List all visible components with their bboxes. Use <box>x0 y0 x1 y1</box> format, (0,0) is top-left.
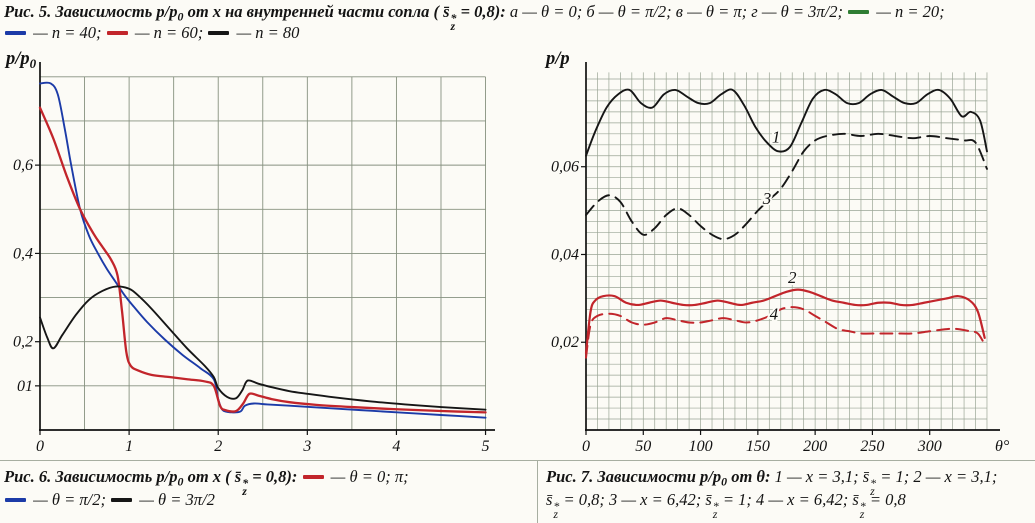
curve-curve-2 <box>584 288 986 355</box>
curve-curve-1 <box>585 88 988 157</box>
caption-text: = 0,8; 3 — x = 6,42; <box>559 490 706 509</box>
legend-swatch <box>5 30 26 35</box>
caption-text: — n = 40; <box>29 23 106 42</box>
x-tick-label: 4 <box>392 438 400 455</box>
x-tick-label: 5 <box>482 438 490 455</box>
x-tick-label: 2 <box>214 438 222 455</box>
fig6-caption-line2: — θ = π/2; — θ = 3π/2 <box>4 489 409 512</box>
y-tick-label: 0,2 <box>13 334 33 351</box>
fig5-caption: Рис. 5. Зависимость p/p0 от x на внутрен… <box>4 1 945 43</box>
curve-label-2: 2 <box>788 268 797 287</box>
curve-theta-0-pi <box>38 106 487 414</box>
y-tick-label: 0,04 <box>551 246 579 263</box>
y-axis-title: p/p0 <box>4 49 37 71</box>
sz-star-symbol: s̄ * z <box>705 490 719 522</box>
caption-text: 0 <box>177 9 184 24</box>
caption-text: = 0,8): <box>456 2 510 21</box>
caption-text: — θ = π/2; <box>29 490 111 509</box>
sz-star-symbol: s̄ * z <box>862 467 877 499</box>
x-tick-label: 250 <box>860 438 884 455</box>
legend-swatch <box>106 30 128 35</box>
caption-text: от x ( <box>183 467 235 486</box>
y-tick-label: 0,4 <box>13 245 33 262</box>
curve-curve-4 <box>585 306 986 359</box>
fig7-caption-line2: s̄ * z = 0,8; 3 — x = 6,42; s̄ * z = 1; 4 — … <box>546 489 997 522</box>
curve-curve-3 <box>585 132 988 241</box>
caption-text: = 0,8 <box>865 490 906 509</box>
fig5-caption-line2: — n = 40; — n = 60; — n = 80 <box>4 22 945 43</box>
curve-label-4: 4 <box>770 304 779 323</box>
x-tick-label: 150 <box>746 438 770 455</box>
fig6-caption: Рис. 6. Зависимость p/p0 от x ( s̄ * z = 0… <box>4 466 409 512</box>
caption-text: = 1; 4 — x = 6,42; <box>718 490 853 509</box>
x-tick-label: 0 <box>36 438 44 455</box>
legend-swatch <box>302 474 324 479</box>
caption-text: Рис. 6. <box>4 467 56 486</box>
caption-text: от x на внутренней части сопла ( <box>183 2 444 21</box>
caption-text: Зависимость p/p <box>55 2 178 21</box>
x-tick-label: 100 <box>689 438 713 455</box>
legend-swatch <box>848 9 870 14</box>
caption-text: — θ = 3π/2 <box>135 490 215 509</box>
y-axis-title: p/p <box>544 49 570 69</box>
caption-divider-vertical <box>537 460 538 523</box>
caption-text: — n = 20; <box>872 2 945 21</box>
x-tick-label: 50 <box>635 438 651 455</box>
x-tick-label: 3 <box>302 438 311 455</box>
caption-divider-horizontal <box>0 460 1035 461</box>
y-tick-label: 0,02 <box>551 334 579 351</box>
sz-star-symbol: s̄ * z <box>234 467 249 499</box>
caption-text: = 0,8): <box>248 467 302 486</box>
caption-text: а — θ = 0; б — θ = π/2; в — θ = π; г — θ… <box>509 2 848 21</box>
caption-text: = 1; 2 — x = 3,1; <box>876 467 998 486</box>
sz-star-symbol: s̄ * z <box>546 490 560 522</box>
sz-star-symbol: s̄ * z <box>852 490 866 522</box>
caption-text: — n = 60; <box>130 23 208 42</box>
caption-text: от θ: <box>727 467 775 486</box>
y-tick-label: 0,6 <box>13 157 33 174</box>
x-tick-label: 200 <box>803 438 827 455</box>
caption-text: 1 — x = 3,1; <box>774 467 863 486</box>
legend-swatch <box>5 497 26 502</box>
caption-text: 0 <box>177 474 184 489</box>
y-tick-label: 01 <box>17 378 33 395</box>
curve-theta-3pi-2 <box>39 285 487 411</box>
caption-text: — θ = 0; π; <box>326 467 409 486</box>
x-tick-label: 300 <box>917 438 942 455</box>
fig7-chart: 0 50 100 150 200 250 300 0,06 0,04 0,02 θ° p/p 1 3 24 <box>544 49 1010 455</box>
fig5-caption-line1: Рис. 5. Зависимость p/p0 от x на внутрен… <box>4 1 945 34</box>
curve-label-3: 3 <box>762 189 772 208</box>
x-tick-label: 1 <box>125 438 133 455</box>
fig6-caption-line1: Рис. 6. Зависимость p/p0 от x ( s̄ * z = 0… <box>4 466 409 499</box>
fig7-caption-line1: Рис. 7. Зависимости p/p0 от θ: 1 — x = 3… <box>546 466 998 499</box>
caption-text: Зависимость p/p <box>55 467 178 486</box>
fig7-caption: Рис. 7. Зависимости p/p0 от θ: 1 — x = 3… <box>546 466 998 522</box>
x-axis-unit-label: θ° <box>995 438 1010 455</box>
x-tick-label: 0 <box>582 438 590 455</box>
sz-star-symbol: s̄ * z <box>443 2 457 34</box>
legend-swatch <box>208 30 230 35</box>
caption-text: Зависимости p/p <box>597 467 722 486</box>
caption-text: Рис. 7. <box>546 467 598 486</box>
caption-text: 0 <box>721 474 728 489</box>
legend-swatch <box>111 497 133 502</box>
y-tick-label: 0,06 <box>551 159 579 176</box>
caption-text: — n = 80 <box>232 23 300 42</box>
curve-label-1: 1 <box>772 128 781 147</box>
caption-text: Рис. 5. <box>4 2 56 21</box>
